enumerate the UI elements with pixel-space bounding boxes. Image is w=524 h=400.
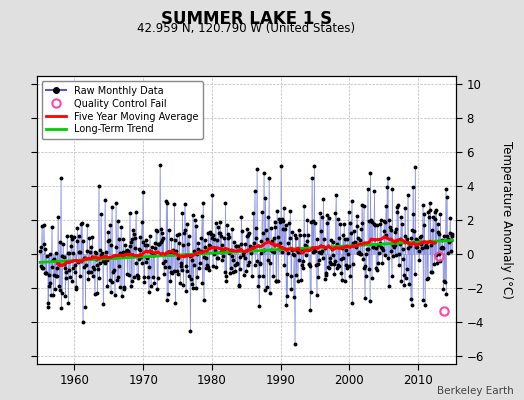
Text: Berkeley Earth: Berkeley Earth — [437, 386, 514, 396]
Text: SUMMER LAKE 1 S: SUMMER LAKE 1 S — [161, 10, 332, 28]
Text: 42.959 N, 120.790 W (United States): 42.959 N, 120.790 W (United States) — [137, 22, 355, 35]
Legend: Raw Monthly Data, Quality Control Fail, Five Year Moving Average, Long-Term Tren: Raw Monthly Data, Quality Control Fail, … — [41, 81, 203, 139]
Y-axis label: Temperature Anomaly (°C): Temperature Anomaly (°C) — [500, 141, 514, 299]
